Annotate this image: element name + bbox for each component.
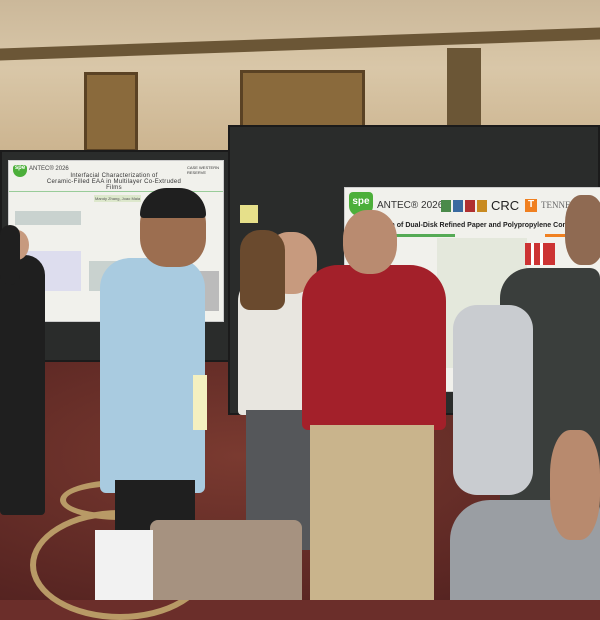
authors: Mandy Zhang, Joao Maia [94,195,142,202]
door [240,70,365,128]
sponsor-icon [465,200,475,212]
sponsor-icon [453,200,463,212]
figure [15,211,81,225]
tote-bag [95,530,153,600]
sponsor-icon [441,200,451,212]
spe-logo: spe [13,165,27,177]
poster-title: …tion of Dual-Disk Refined Paper and Pol… [375,222,576,229]
title-line: Ceramic-Filled EAA in Multilayer Co-Extr… [46,179,182,191]
name-badge [193,375,207,430]
bar-figure [525,243,555,265]
backpack [453,305,533,495]
university-name: TENNE [541,200,571,210]
chair [150,520,302,600]
tennessee-logo: T [525,199,537,212]
poster-title: Interfacial Characterization of Ceramic-… [39,173,189,191]
door [84,72,138,152]
event-name: ANTEC® 2026 [29,166,69,172]
title-line: Interfacial Characterization of [70,173,158,179]
institution-logo: CASE WESTERN RESERVE [187,165,220,175]
sticky-note [240,205,258,223]
pillar [447,48,481,133]
sponsor-icon [477,200,487,212]
crc-logo: CRC [491,198,520,213]
event-name: ANTEC® 2026 [377,200,444,211]
